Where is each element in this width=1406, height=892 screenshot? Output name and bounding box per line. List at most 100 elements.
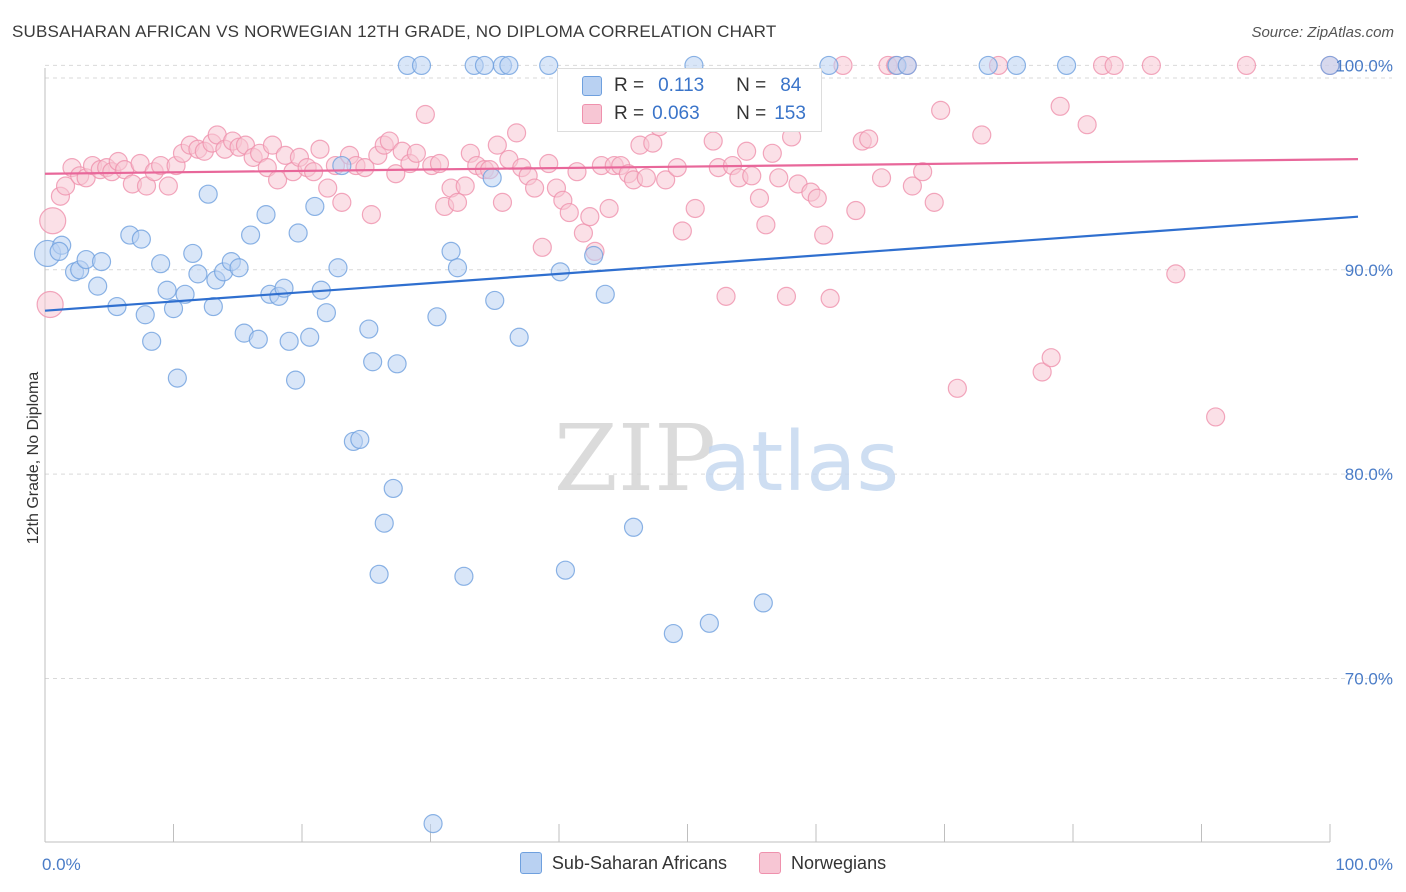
norwegian-point — [1032, 362, 1052, 382]
subsaharan-point — [142, 331, 162, 351]
subsaharan-point — [350, 429, 370, 450]
norwegian-point — [1166, 264, 1186, 284]
stats-row-subsaharan: R = 0.113 N = 84 — [558, 73, 801, 99]
subsaharan-point — [300, 327, 320, 347]
subsaharan-point — [383, 478, 403, 499]
subsaharan-point — [285, 370, 306, 390]
norwegian-point — [859, 129, 879, 149]
n-value: 84 — [780, 75, 802, 96]
y-tick-label: 70.0% — [1345, 670, 1393, 689]
norwegian-point — [1041, 348, 1061, 368]
norwegian-point — [158, 176, 178, 196]
norwegian-point — [379, 131, 399, 151]
norwegian-point — [573, 223, 594, 243]
norwegian-point — [762, 143, 782, 163]
norwegian-point — [742, 166, 762, 186]
norwegian-point — [924, 192, 944, 212]
source-label: Source: ZipAtlas.com — [1251, 24, 1394, 41]
pink-swatch — [582, 104, 602, 124]
subsaharan-point — [423, 814, 443, 834]
subsaharan-point — [454, 566, 474, 586]
stats-legend: R = 0.113 N = 84 R = 0.063 N = 153 — [557, 68, 822, 132]
subsaharan-point — [49, 241, 69, 262]
norwegian-point — [846, 200, 866, 221]
subsaharan-point — [328, 258, 348, 278]
norwegian-point — [415, 104, 435, 125]
r-value: 0.063 — [652, 103, 700, 124]
norwegian-point — [716, 286, 736, 306]
subsaharan-point — [167, 368, 187, 388]
subsaharan-point — [474, 55, 495, 76]
subsaharan-point — [91, 252, 112, 272]
norwegian-point — [559, 202, 579, 223]
r-value: 0.113 — [658, 75, 705, 96]
subsaharan-point — [151, 254, 171, 274]
norwegian-point — [972, 125, 992, 145]
norwegian-point — [580, 207, 600, 227]
norwegian-point — [703, 131, 723, 151]
subsaharan-point — [229, 258, 249, 278]
x-tick-label: 100.0% — [1335, 855, 1393, 874]
subsaharan-point — [374, 513, 394, 533]
subsaharan-point — [198, 184, 218, 204]
legend-item-norwegians: Norwegians — [759, 852, 886, 874]
subsaharan-point — [978, 55, 998, 76]
subsaharan-point — [499, 55, 519, 76]
norwegian-point — [36, 290, 64, 319]
y-tick-label: 80.0% — [1345, 465, 1393, 484]
subsaharan-point — [163, 299, 184, 319]
subsaharan-point — [411, 55, 432, 76]
norwegian-point — [737, 141, 757, 161]
norwegian-point — [447, 192, 468, 212]
norwegian-point — [871, 168, 892, 188]
subsaharan-point — [359, 319, 379, 339]
x-tick-label: 0.0% — [42, 855, 81, 874]
subsaharan-point — [369, 564, 389, 584]
subsaharan-point — [1320, 55, 1340, 76]
subsaharan-point — [819, 55, 839, 76]
pink-swatch — [759, 852, 782, 874]
norwegian-point — [455, 176, 475, 196]
norwegian-point — [947, 378, 967, 398]
norwegian-point — [310, 139, 330, 159]
subsaharan-point — [248, 329, 268, 349]
subsaharan-point — [663, 623, 683, 644]
norwegian-point — [39, 207, 67, 235]
norwegian-point — [361, 205, 381, 225]
norwegian-point — [429, 153, 450, 174]
norwegian-point — [807, 188, 827, 208]
subsaharan-point — [447, 258, 468, 278]
subsaharan-point — [256, 205, 276, 225]
subsaharan-point — [485, 290, 505, 311]
legend-label: Sub-Saharan Africans — [551, 852, 728, 873]
norwegian-point — [567, 162, 587, 182]
norwegian-point — [1236, 55, 1257, 76]
norwegian-point — [355, 158, 375, 178]
norwegian-point — [492, 192, 513, 212]
subsaharan-point — [88, 276, 108, 296]
subsaharan-points — [33, 55, 1340, 834]
y-tick-label: 100.0% — [1335, 56, 1393, 75]
norwegian-point — [913, 162, 933, 182]
subsaharan-point — [595, 284, 615, 304]
n-label: N = — [736, 75, 767, 96]
norwegian-point — [1077, 115, 1097, 135]
norwegian-point — [332, 192, 352, 212]
subsaharan-point — [482, 168, 502, 188]
norwegians-trend-line — [44, 158, 1359, 175]
norwegian-point — [776, 286, 797, 306]
subsaharan-point — [623, 517, 644, 537]
subsaharan-point — [241, 225, 261, 245]
norwegian-point — [406, 143, 426, 163]
legend-item-subsaharan: Sub-Saharan Africans — [519, 852, 728, 874]
stats-row-norwegians: R = 0.063 N = 153 — [558, 101, 806, 127]
subsaharan-point — [699, 613, 719, 633]
y-axis-label: 12th Grade, No Diploma — [25, 372, 42, 545]
subsaharan-point — [135, 305, 155, 325]
subsaharan-point — [203, 296, 223, 317]
axes — [44, 68, 1331, 843]
norwegian-point — [672, 221, 692, 241]
subsaharan-point — [1056, 55, 1077, 76]
subsaharan-trend-line — [44, 215, 1359, 312]
